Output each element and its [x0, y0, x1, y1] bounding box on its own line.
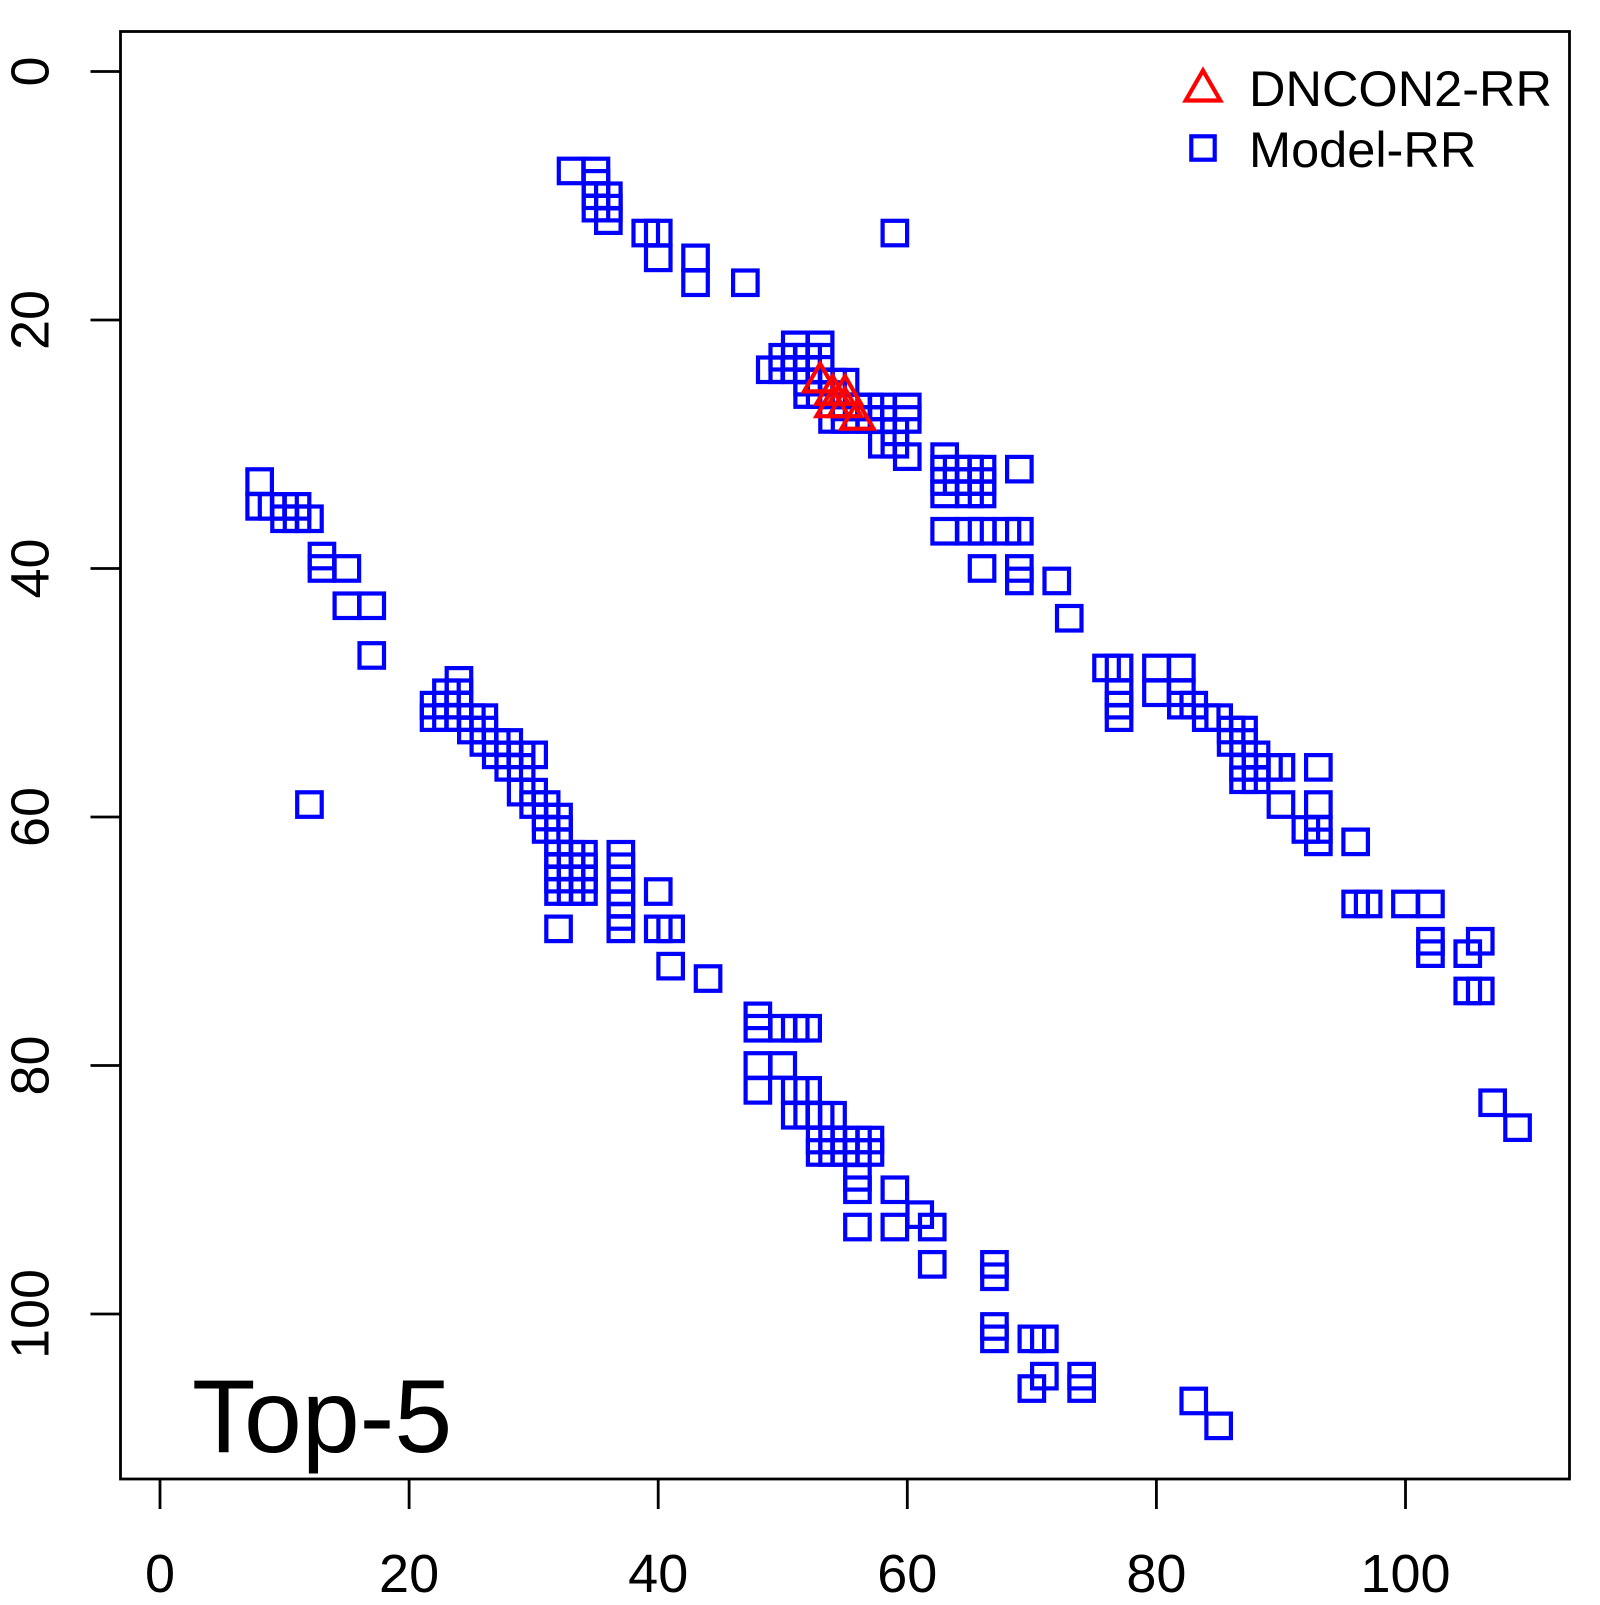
svg-text:20: 20 — [1, 290, 61, 350]
svg-text:100: 100 — [1, 1269, 61, 1359]
svg-text:Top-5: Top-5 — [192, 1359, 452, 1475]
svg-text:80: 80 — [1, 1035, 61, 1095]
svg-text:80: 80 — [1126, 1544, 1186, 1600]
svg-text:40: 40 — [1, 538, 61, 598]
svg-text:Model-RR: Model-RR — [1249, 121, 1476, 178]
svg-text:40: 40 — [628, 1544, 688, 1600]
svg-text:60: 60 — [1, 787, 61, 847]
svg-text:20: 20 — [379, 1544, 439, 1600]
svg-text:DNCON2-RR: DNCON2-RR — [1249, 60, 1552, 117]
svg-text:0: 0 — [1, 56, 61, 86]
svg-text:0: 0 — [145, 1544, 175, 1600]
svg-text:100: 100 — [1360, 1544, 1450, 1600]
svg-text:60: 60 — [877, 1544, 937, 1600]
